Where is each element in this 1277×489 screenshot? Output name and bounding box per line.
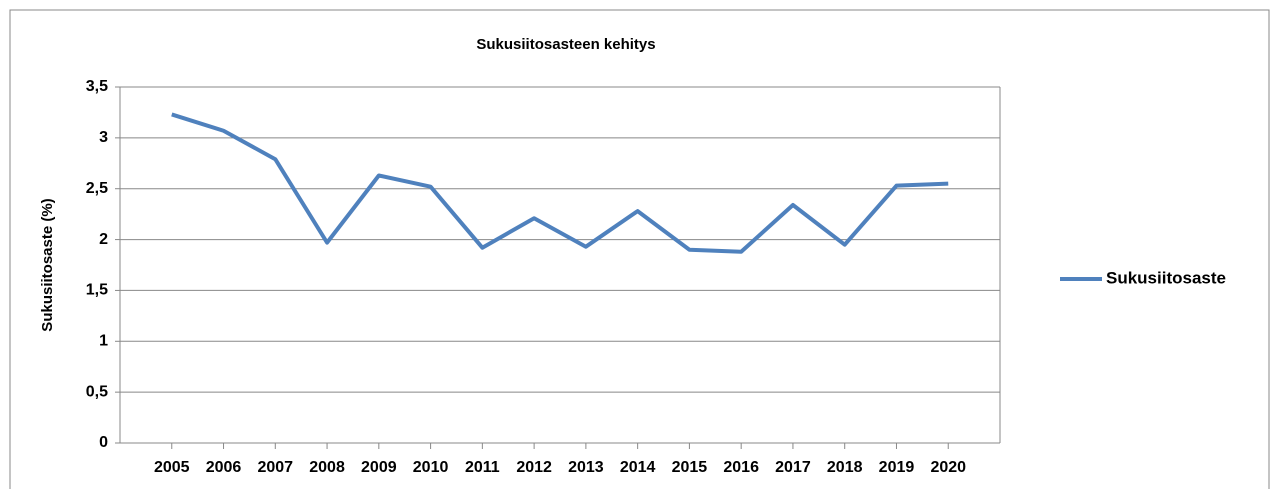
x-tick-label: 2007: [257, 459, 293, 476]
x-tick-label: 2009: [361, 459, 397, 476]
x-tick-label: 2020: [930, 459, 966, 476]
chart-frame: [9, 9, 1270, 489]
x-tick-label: 2005: [154, 459, 190, 476]
y-tick-label: 2,5: [86, 180, 108, 197]
y-tick-label: 3,5: [86, 78, 108, 95]
legend-label: Sukusiitosaste: [1106, 268, 1226, 287]
x-tick-label: 2012: [516, 459, 552, 476]
y-tick-label: 1,5: [86, 282, 108, 299]
y-tick-label: 0,5: [86, 383, 108, 400]
data-line: [171, 112, 949, 254]
x-tick-label: 2006: [206, 459, 242, 476]
chart-title: Sukusiitosasteen kehitys: [476, 36, 655, 53]
y-tick-label: 2: [99, 231, 108, 248]
x-tick-label: 2013: [568, 459, 604, 476]
y-tick-label: 1: [99, 333, 108, 350]
x-tick-label: 2015: [672, 459, 708, 476]
x-tick-label: 2008: [309, 459, 345, 476]
x-tick-label: 2016: [723, 459, 759, 476]
x-tick-label: 2010: [413, 459, 449, 476]
x-tick-label: 2018: [827, 459, 863, 476]
x-tick-label: 2014: [620, 459, 656, 476]
y-tick-label: 3: [99, 129, 108, 146]
y-axis-label: Sukusiitosaste (%): [39, 198, 56, 331]
x-tick-label: 2011: [465, 459, 500, 476]
y-tick-label: 0: [99, 434, 108, 451]
x-tick-label: 2019: [879, 459, 915, 476]
x-tick-label: 2017: [775, 459, 811, 476]
